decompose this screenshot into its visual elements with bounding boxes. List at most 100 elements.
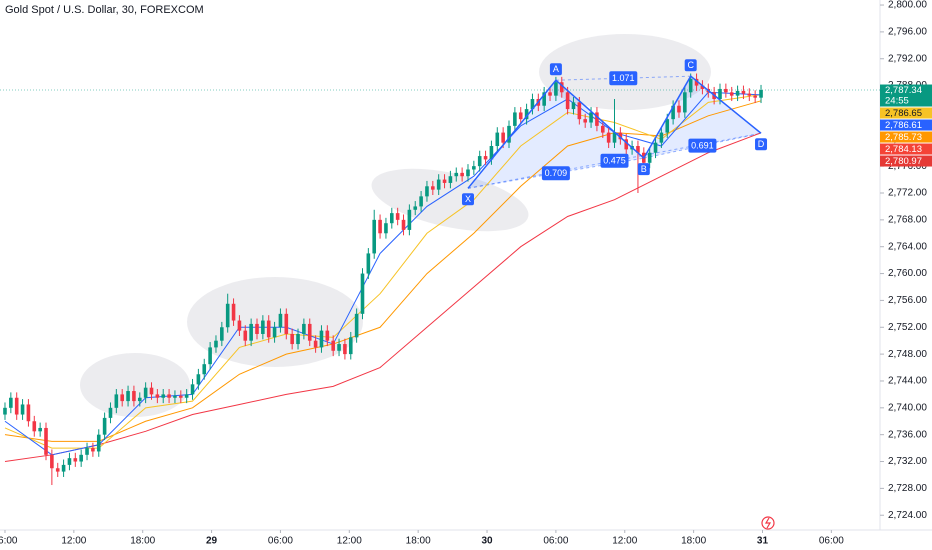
candle-body: [9, 397, 13, 408]
ratio-box: [600, 153, 629, 168]
candle-body: [612, 132, 617, 143]
candle-body: [354, 313, 359, 338]
candle-body: [179, 395, 183, 398]
candle-body: [231, 303, 236, 321]
ratio-label: 0.709: [545, 168, 568, 178]
ratio-label: 0.475: [603, 156, 626, 166]
x-tick-label: 18:00: [681, 536, 706, 547]
y-tick-label: 2,772.00: [888, 188, 927, 199]
point-box: [755, 138, 768, 151]
x-tick-label: 18:00: [130, 536, 155, 547]
x-tick-label: 06:00: [543, 536, 568, 547]
price-label: 2,786.61: [885, 120, 922, 131]
candle-body: [325, 330, 330, 341]
price-label-box: [880, 131, 932, 143]
candle-body: [319, 330, 324, 348]
ratio-line: [643, 132, 762, 159]
candle-body: [337, 344, 341, 351]
candle-body: [50, 454, 54, 469]
replay-icon[interactable]: [761, 516, 775, 530]
point-label: B: [641, 164, 647, 174]
candle-body: [149, 387, 154, 395]
y-tick-label: 2,728.00: [888, 483, 927, 494]
candle-body: [448, 176, 453, 183]
candle-body: [14, 397, 19, 415]
candle-body: [3, 407, 7, 415]
candle-body: [91, 448, 95, 452]
candle-body: [313, 340, 318, 348]
candle-body: [120, 394, 124, 402]
candle-body: [659, 132, 664, 143]
candle-body: [378, 219, 382, 234]
y-tick-label: 2,736.00: [888, 429, 927, 440]
candle-body: [647, 152, 652, 163]
x-tick-label: 18:00: [406, 536, 431, 547]
candle-body: [202, 364, 207, 375]
x-tick-label: 31: [757, 536, 769, 547]
candle-body: [671, 105, 675, 120]
candle-body: [126, 391, 130, 402]
candle-body: [243, 330, 248, 341]
price-label-box: [880, 155, 932, 167]
candle-body: [266, 320, 271, 338]
y-tick-label: 2,744.00: [888, 376, 927, 387]
candle-body: [559, 82, 564, 93]
price-label-box: [880, 143, 932, 155]
candle-body: [595, 112, 599, 126]
moving-average: [4, 91, 762, 456]
candle-body: [600, 125, 605, 133]
candle-body: [442, 179, 447, 183]
x-tick-label: 06:00: [0, 536, 18, 547]
candle-body: [542, 92, 546, 106]
candle-body: [67, 458, 72, 465]
candle-body: [554, 82, 558, 96]
candle-body: [431, 186, 435, 190]
candle-body: [73, 458, 78, 462]
price-label-box: [880, 84, 932, 107]
candle-body: [38, 427, 42, 432]
candle-body: [513, 112, 517, 126]
candle-body: [395, 213, 400, 220]
candle-body: [413, 206, 418, 210]
candle-body: [20, 404, 25, 415]
price-label: 2,780.97: [885, 156, 922, 167]
candle-body: [759, 90, 763, 98]
candle-body: [683, 92, 687, 113]
candle-body: [272, 327, 277, 338]
candle-body: [278, 313, 283, 328]
price-label-box: [880, 107, 932, 119]
candle-body: [44, 427, 48, 455]
point-label: A: [553, 64, 559, 74]
candle-body: [483, 156, 488, 160]
candle-body: [401, 219, 406, 230]
candle-body: [589, 112, 593, 123]
x-tick-label: 29: [206, 536, 218, 547]
point-box: [549, 63, 562, 76]
y-tick-label: 2,792.00: [888, 53, 927, 64]
moving-average: [4, 132, 762, 463]
candle-body: [255, 323, 259, 334]
point-box: [461, 193, 474, 206]
y-tick-label: 2,740.00: [888, 402, 927, 413]
candle-body: [518, 112, 523, 120]
x-tick-label: 12:00: [61, 536, 86, 547]
candle-body: [331, 340, 335, 351]
icon[interactable]: [761, 516, 775, 530]
candle-body: [724, 88, 728, 93]
candle-body: [524, 109, 529, 120]
candle-body: [419, 196, 423, 207]
y-tick-label: 2,796.00: [888, 27, 927, 38]
candle-body: [360, 273, 365, 314]
icon[interactable]: [764, 517, 772, 529]
candle-body: [372, 219, 377, 254]
x-tick-label: 12:00: [337, 536, 362, 547]
candle-body: [220, 327, 224, 341]
y-tick-label: 2,764.00: [888, 241, 927, 252]
ratio-label: 0.691: [691, 141, 714, 151]
candle-body: [79, 454, 83, 462]
candle-body: [753, 95, 757, 98]
candle-body: [501, 132, 505, 143]
candle-body: [741, 90, 746, 94]
candle-body: [694, 78, 699, 86]
